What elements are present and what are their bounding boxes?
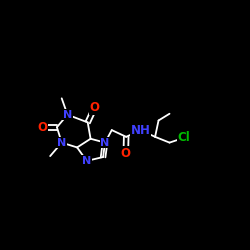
Text: Cl: Cl (178, 131, 190, 144)
Text: NH: NH (131, 124, 150, 136)
Text: O: O (90, 102, 100, 114)
Text: N: N (100, 138, 110, 147)
Text: N: N (82, 156, 91, 166)
Text: N: N (57, 138, 66, 147)
Text: O: O (38, 121, 48, 134)
Text: N: N (63, 110, 72, 120)
Text: O: O (121, 147, 131, 160)
